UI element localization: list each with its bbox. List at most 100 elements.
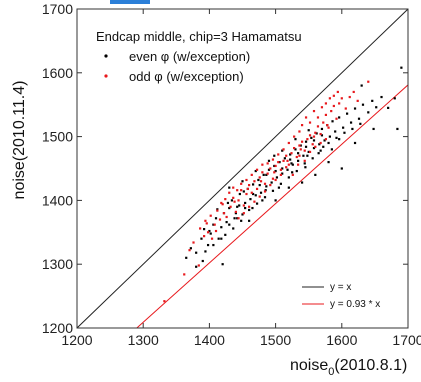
point-odd [287,163,290,166]
legend-label-fit: y = 0.93 * x [330,299,380,310]
point-even [289,158,292,161]
point-even [335,136,338,139]
legend-label-even: even φ (w/exception) [129,49,250,64]
point-even [238,204,241,207]
point-even [265,185,268,188]
point-even [311,157,314,160]
point-odd [282,159,285,162]
point-odd [332,104,335,108]
point-even [303,162,306,165]
point-even [353,107,357,110]
x-tick-label: 1600 [326,332,357,348]
point-even [297,159,300,162]
point-odd [245,178,248,182]
point-even [343,131,346,134]
point-odd [242,204,245,207]
point-odd [356,99,359,102]
point-odd [322,121,325,124]
point-odd [335,117,338,120]
point-even [200,237,203,240]
point-even [216,208,219,211]
point-odd [311,143,314,146]
point-odd [253,180,256,183]
point-even [242,190,245,193]
point-even [281,167,284,170]
point-odd [204,219,207,222]
point-even [206,243,210,247]
point-odd [258,176,261,179]
point-even [361,103,365,106]
point-odd [306,138,309,141]
point-even [338,138,341,141]
point-even [267,168,271,171]
point-odd [282,148,285,151]
point-even [270,181,273,184]
point-odd [237,199,240,202]
point-even [238,192,241,196]
point-even [230,199,234,202]
point-odd [298,130,301,133]
point-odd [314,131,317,134]
point-odd [228,191,231,194]
point-odd [183,273,186,276]
chart-annotation: Endcap middle, chip=3 Hamamatsu [96,29,302,44]
y-tick-label: 1700 [42,1,73,17]
point-odd [338,102,341,105]
point-even [287,186,290,189]
point-even [380,95,383,99]
point-odd [213,223,216,226]
point-odd [258,195,261,198]
point-even [254,194,257,197]
point-even [248,208,251,212]
point-odd [242,212,245,215]
point-even [312,146,316,150]
point-odd [348,95,351,99]
legend-label-odd: odd φ (w/exception) [129,69,244,84]
point-odd [332,94,335,97]
point-even [279,182,282,185]
point-odd [340,97,343,100]
point-odd [263,190,267,193]
point-odd [199,227,202,230]
point-even [189,247,192,250]
y-tick-label: 1400 [42,192,73,208]
point-odd [285,166,288,169]
point-even [328,135,331,138]
point-even [244,206,247,210]
line-fit-093 [136,84,408,328]
point-even [331,120,334,123]
point-even [228,206,231,210]
point-odd [328,97,331,100]
point-even [261,199,264,202]
point-even [241,213,244,216]
point-odd [312,135,316,138]
point-odd [269,167,272,170]
point-even [209,232,212,235]
x-axis-title-main: noise [290,357,328,374]
point-even [274,199,277,202]
point-odd [253,200,256,203]
point-even [201,259,204,263]
point-even [248,219,251,222]
point-odd [279,173,282,176]
point-even [225,220,228,224]
point-even [281,172,284,175]
plot-frame [76,8,409,329]
point-even [220,226,223,229]
point-odd [240,182,243,185]
point-even [340,167,343,170]
point-even [265,173,268,176]
point-even [304,145,308,148]
point-even [291,171,294,174]
point-odd [299,148,302,151]
y-tick-label: 1600 [42,65,73,81]
point-odd [246,187,249,191]
point-even [304,140,308,143]
plot-area [77,9,408,328]
point-even [342,126,345,129]
x-tick-label: 1700 [392,332,421,348]
point-even [251,183,255,186]
point-odd [319,141,322,145]
point-even [290,162,293,165]
